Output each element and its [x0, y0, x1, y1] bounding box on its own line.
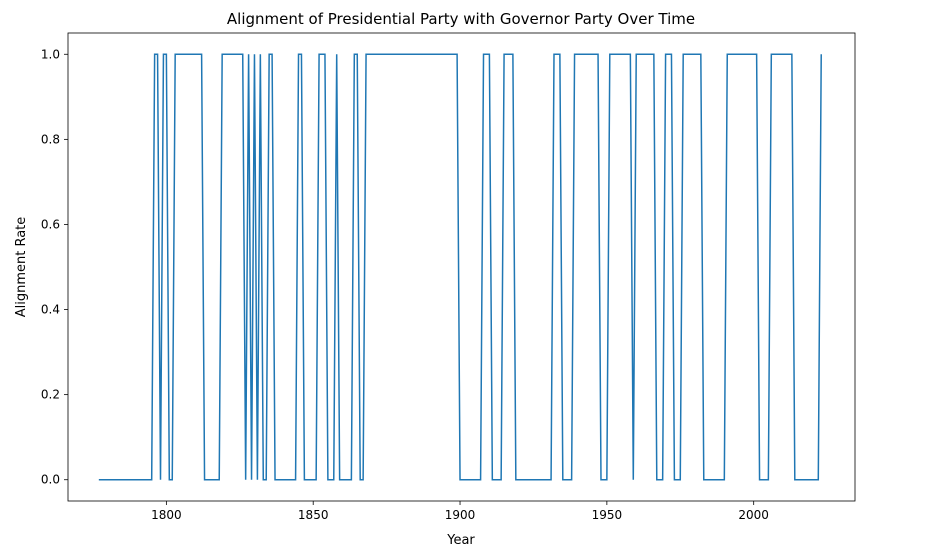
- y-tick-label: 0.2: [41, 388, 60, 402]
- x-tick-label: 2000: [738, 508, 769, 522]
- y-tick-label: 0.0: [41, 473, 60, 487]
- y-tick-label: 0.4: [41, 303, 60, 317]
- x-tick-label: 1850: [298, 508, 329, 522]
- x-axis-label: Year: [446, 533, 475, 548]
- chart-title: Alignment of Presidential Party with Gov…: [227, 10, 695, 28]
- x-tick-label: 1900: [445, 508, 476, 522]
- series-line: [98, 53, 822, 481]
- y-axis-label: Alignment Rate: [14, 217, 29, 318]
- y-tick-label: 0.8: [41, 132, 60, 146]
- x-tick-label: 1800: [151, 508, 182, 522]
- x-tick-label: 1950: [592, 508, 623, 522]
- y-tick-label: 0.6: [41, 217, 60, 231]
- plot-frame: [67, 32, 856, 502]
- plot-area: [68, 33, 855, 501]
- y-tick-label: 1.0: [41, 47, 60, 61]
